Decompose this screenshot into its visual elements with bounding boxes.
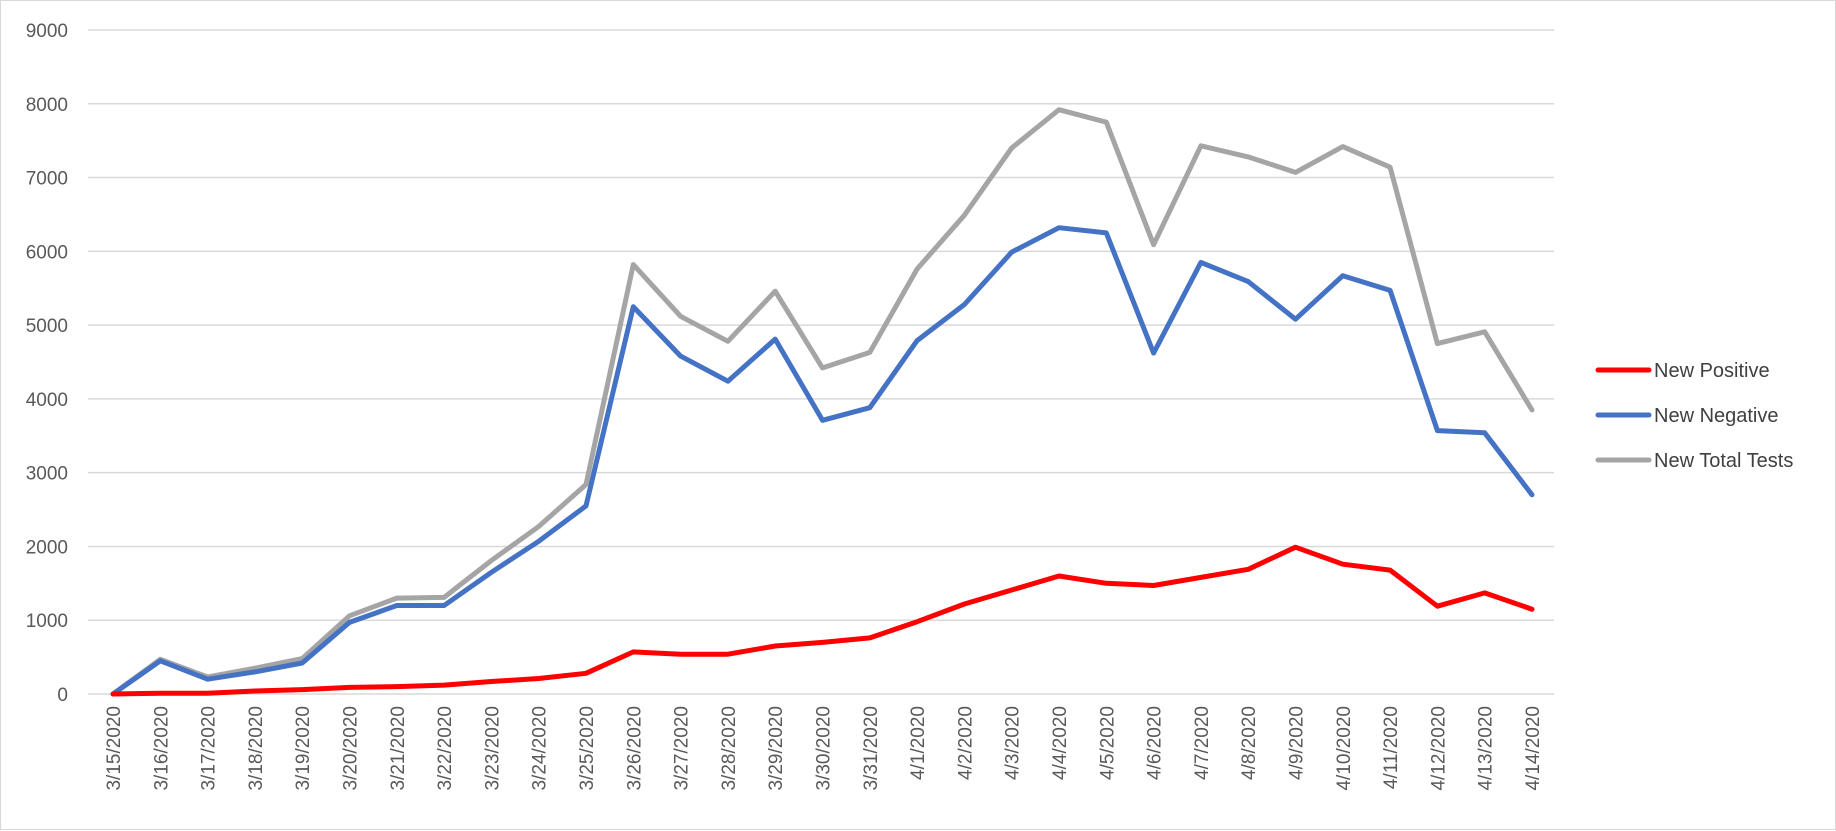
x-tick-label: 4/4/2020 [1050, 706, 1071, 780]
legend-label: New Positive [1654, 360, 1770, 382]
x-tick-label: 3/26/2020 [624, 706, 645, 791]
x-tick-label: 3/24/2020 [530, 706, 551, 791]
y-tick-label: 4000 [26, 390, 68, 411]
x-tick-label: 3/30/2020 [814, 706, 835, 791]
x-tick-label: 3/23/2020 [482, 706, 503, 791]
x-tick-label: 3/16/2020 [151, 706, 172, 791]
x-tick-label: 3/20/2020 [341, 706, 362, 791]
series-line-new-total-tests [110, 107, 1535, 697]
x-tick-label: 4/5/2020 [1097, 706, 1118, 780]
x-tick-label: 4/2/2020 [955, 706, 976, 780]
x-tick-label: 4/12/2020 [1428, 706, 1449, 791]
x-tick-label: 4/7/2020 [1192, 706, 1213, 780]
x-tick-label: 3/29/2020 [766, 706, 787, 791]
x-tick-label: 3/19/2020 [293, 706, 314, 791]
x-tick-label: 4/11/2020 [1381, 706, 1402, 789]
gridlines [88, 29, 1554, 695]
x-tick-label: 4/10/2020 [1334, 706, 1355, 791]
series-lines [110, 107, 1535, 697]
x-tick-label: 3/18/2020 [246, 706, 267, 791]
x-tick-label: 3/28/2020 [719, 706, 740, 791]
x-tick-label: 3/27/2020 [672, 706, 693, 791]
y-tick-label: 1000 [26, 611, 68, 632]
series-line-new-positive [110, 544, 1535, 697]
y-axis-ticks: 0 1000 2000 3000 4000 5000 6000 7000 8000 9000 [26, 21, 68, 706]
y-tick-label: 0 [57, 685, 68, 706]
legend-label: New Total Tests [1654, 450, 1793, 472]
x-tick-label: 4/1/2020 [908, 706, 929, 780]
legend-label: New Negative [1654, 405, 1779, 427]
x-tick-label: 4/8/2020 [1239, 706, 1260, 780]
x-tick-label: 4/6/2020 [1145, 706, 1166, 780]
x-axis-ticks: 3/15/2020 3/16/2020 3/17/2020 3/18/2020 3/19… [104, 706, 1544, 791]
y-tick-label: 3000 [26, 464, 68, 485]
y-tick-label: 9000 [26, 21, 68, 42]
x-tick-label: 4/3/2020 [1003, 706, 1024, 780]
series-line-new-negative [110, 225, 1535, 697]
y-tick-label: 6000 [26, 242, 68, 263]
x-tick-label: 4/9/2020 [1287, 706, 1308, 780]
y-tick-label: 7000 [26, 169, 68, 190]
x-tick-label: 3/15/2020 [104, 706, 125, 791]
x-tick-label: 3/21/2020 [388, 706, 409, 791]
y-tick-label: 8000 [26, 95, 68, 116]
y-tick-label: 2000 [26, 537, 68, 558]
x-tick-label: 3/31/2020 [861, 706, 882, 791]
x-tick-label: 3/17/2020 [199, 706, 220, 791]
x-tick-label: 3/25/2020 [577, 706, 598, 791]
y-tick-label: 5000 [26, 316, 68, 337]
x-tick-label: 4/14/2020 [1523, 706, 1544, 791]
legend: New Positive New Negative New Total Tests [1595, 360, 1793, 472]
x-tick-label: 3/22/2020 [435, 706, 456, 791]
x-tick-label: 4/13/2020 [1476, 706, 1497, 791]
